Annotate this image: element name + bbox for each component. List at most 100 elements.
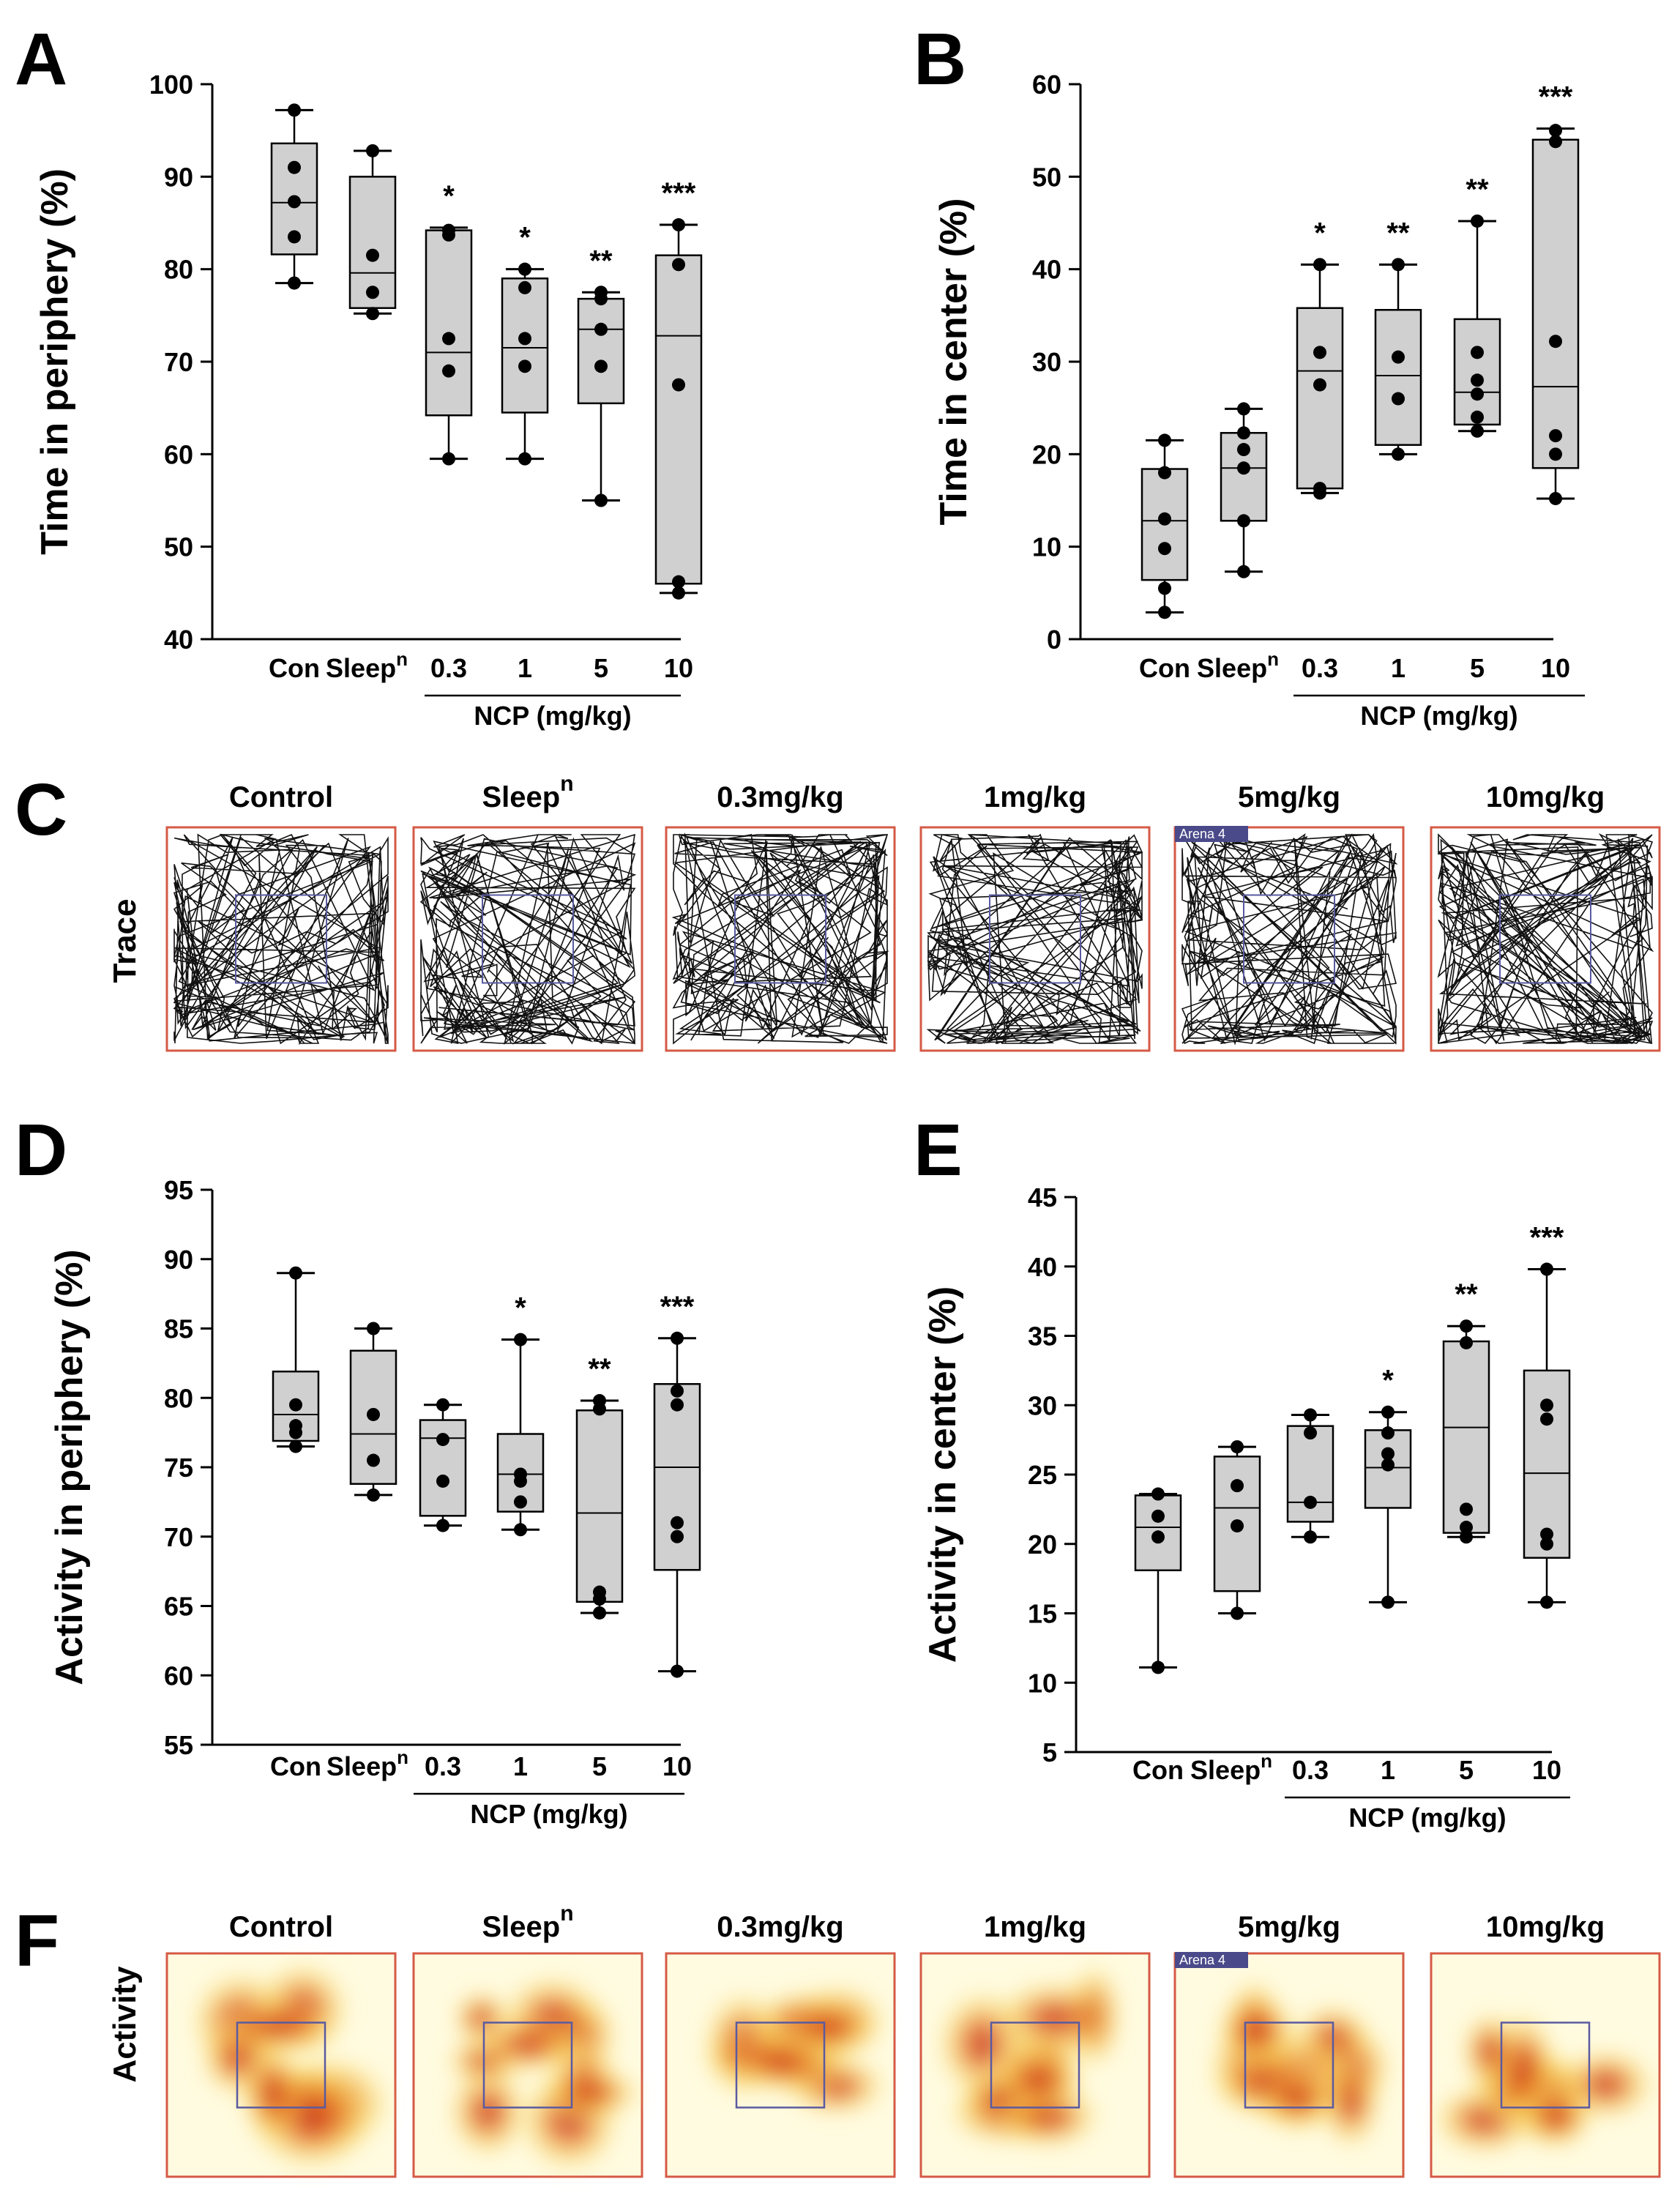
center-zone xyxy=(235,894,327,984)
trace-path xyxy=(671,832,889,1045)
data-point xyxy=(1304,1408,1317,1422)
data-point xyxy=(289,1398,302,1412)
data-point xyxy=(442,452,455,466)
y-tick-label: 45 xyxy=(1028,1182,1057,1212)
ncp-axis-label: NCP (mg/kg) xyxy=(1360,701,1517,731)
center-zone xyxy=(1244,2021,1334,2109)
data-point xyxy=(672,258,685,272)
y-tick-label: 10 xyxy=(1028,1668,1057,1698)
data-point xyxy=(288,276,301,290)
data-point xyxy=(1151,1530,1165,1544)
significance-marker: ** xyxy=(1386,217,1410,249)
x-tick-label: Sleepn xyxy=(1197,648,1279,683)
data-point xyxy=(1151,1661,1165,1674)
panel-letter-b: B xyxy=(914,18,966,100)
significance-marker: *** xyxy=(660,1291,695,1323)
data-point xyxy=(1158,512,1171,526)
box-iqr xyxy=(654,254,703,585)
center-zone xyxy=(1499,894,1591,984)
data-point xyxy=(671,1331,684,1345)
data-point xyxy=(1471,387,1484,401)
box-iqr xyxy=(575,1409,624,1603)
data-point xyxy=(1460,1319,1473,1333)
x-tick-label: Sleepn xyxy=(1190,1750,1272,1785)
data-point xyxy=(366,307,379,321)
trace-arena xyxy=(165,826,397,1052)
data-point xyxy=(1471,424,1484,438)
significance-marker: ** xyxy=(588,1353,611,1385)
data-point xyxy=(1471,373,1484,387)
y-axis-label: Time in center (%) xyxy=(933,198,975,526)
data-point xyxy=(518,280,531,294)
data-point xyxy=(442,332,455,346)
data-point xyxy=(1549,124,1562,138)
activity-heatmap-row: Control Sleepn 0.3mg/kg 1mg/kg 5mg/kg Arena 4… xyxy=(165,1901,1661,2178)
arena-title: 10mg/kg xyxy=(1486,1911,1605,1943)
heatmap-arena: Arena 4 xyxy=(1173,1952,1405,2178)
data-point xyxy=(1231,1606,1244,1620)
data-point xyxy=(288,160,301,174)
data-point xyxy=(671,1529,684,1543)
significance-marker: * xyxy=(1382,1365,1394,1397)
panel-letter-a: A xyxy=(15,18,67,100)
data-point xyxy=(1381,1447,1395,1461)
ncp-axis-label: NCP (mg/kg) xyxy=(470,1799,627,1829)
center-zone xyxy=(734,894,826,984)
y-tick-label: 30 xyxy=(1028,1390,1057,1420)
data-point xyxy=(436,1474,449,1488)
data-point xyxy=(367,1453,380,1467)
significance-marker: * xyxy=(1314,217,1326,249)
data-point xyxy=(514,1474,527,1488)
panel-letter-f: F xyxy=(15,1900,59,1982)
heat-blobs xyxy=(1436,2014,1651,2153)
ncp-axis-label: NCP (mg/kg) xyxy=(474,701,631,731)
heat-blobs xyxy=(193,1965,387,2168)
heat-blobs xyxy=(449,1978,639,2169)
data-point xyxy=(1549,491,1562,505)
data-point xyxy=(1540,1527,1553,1541)
heat-blob xyxy=(998,1982,1112,2055)
significance-marker: * xyxy=(519,222,531,254)
data-point xyxy=(289,1439,302,1453)
heat-blob xyxy=(998,2052,1083,2109)
box-iqr xyxy=(1296,307,1344,490)
significance-marker: *** xyxy=(1539,81,1573,113)
data-point xyxy=(1237,564,1250,578)
data-point xyxy=(672,586,685,600)
data-point xyxy=(514,1523,527,1537)
data-point xyxy=(1392,447,1405,461)
heat-blob xyxy=(1322,2059,1379,2146)
data-point xyxy=(366,286,379,299)
heat-blob xyxy=(542,2071,639,2115)
heat-blob xyxy=(1217,1997,1296,2065)
center-zone xyxy=(482,894,574,984)
data-point xyxy=(672,218,685,232)
significance-marker: ** xyxy=(1455,1278,1478,1311)
data-point xyxy=(514,1495,527,1509)
center-zone xyxy=(482,2021,573,2109)
y-tick-label: 40 xyxy=(164,625,193,655)
box-iqr xyxy=(501,277,549,414)
significance-marker: * xyxy=(443,180,455,212)
data-point xyxy=(442,364,455,378)
data-point xyxy=(1549,447,1562,461)
data-point xyxy=(1549,429,1562,443)
trace-row-label: Trace xyxy=(107,899,143,983)
arena-title: 0.3mg/kg xyxy=(717,1911,843,1943)
data-point xyxy=(289,1266,302,1280)
data-point xyxy=(1392,350,1405,364)
data-point xyxy=(436,1433,449,1447)
data-point xyxy=(671,1516,684,1529)
data-point xyxy=(1313,346,1326,359)
heatmap-arena xyxy=(919,1952,1151,2178)
y-tick-label: 20 xyxy=(1032,439,1061,469)
arena-title: Sleepn xyxy=(482,1901,573,1943)
data-point xyxy=(367,1322,380,1335)
arena-tag-label: Arena 4 xyxy=(1179,1953,1225,1967)
center-zone xyxy=(1500,2021,1591,2109)
arena-title: 1mg/kg xyxy=(984,781,1086,813)
arena-title: 10mg/kg xyxy=(1486,781,1605,813)
data-point xyxy=(1151,1487,1165,1501)
y-tick-label: 85 xyxy=(164,1314,193,1344)
